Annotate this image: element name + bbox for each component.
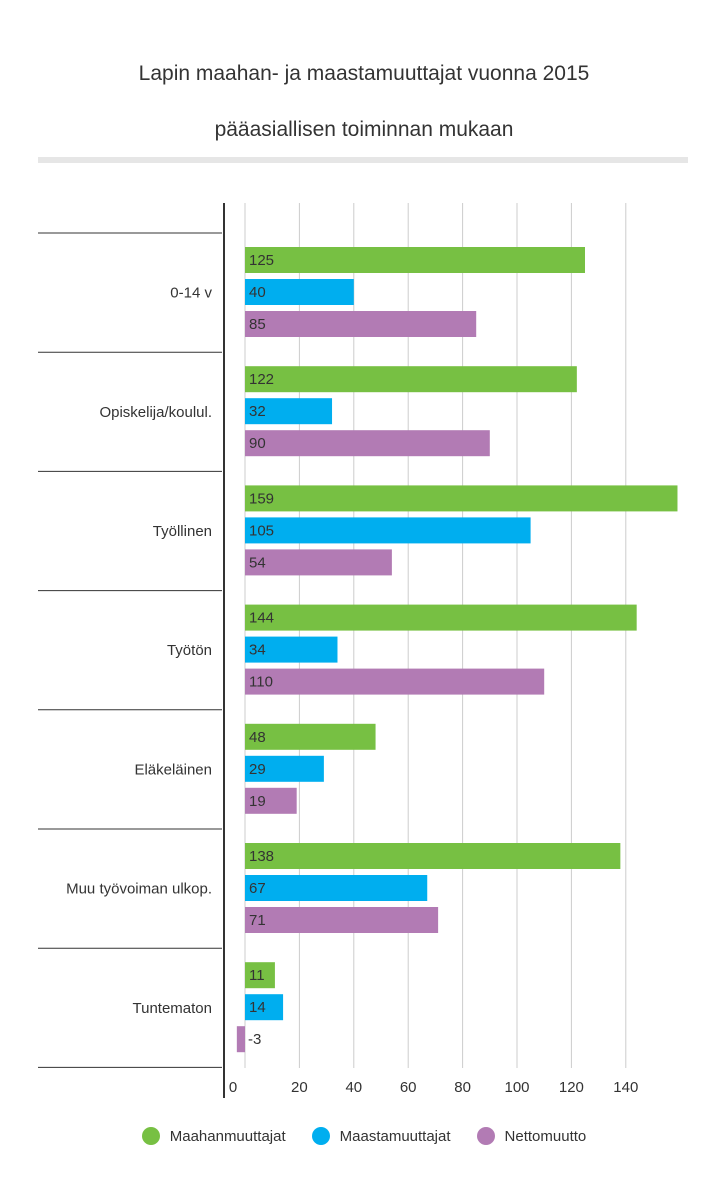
title-divider [38, 157, 688, 163]
x-tick-label: 40 [345, 1079, 362, 1096]
bar-maahanmuuttajat [245, 247, 585, 273]
bar-maastamuuttajat [245, 279, 354, 305]
bar-maastamuuttajat [245, 398, 333, 425]
category-label: Tuntematon [133, 1000, 213, 1017]
legend-swatch-nettomuutto [476, 1127, 495, 1145]
data-label: 40 [249, 284, 266, 301]
data-label: 48 [249, 729, 266, 746]
data-label: 144 [249, 610, 274, 627]
category-label: Työllinen [153, 523, 212, 540]
data-label: 110 [249, 674, 273, 691]
data-label: 71 [249, 912, 266, 929]
data-label: 138 [249, 848, 274, 865]
data-label: 29 [249, 761, 266, 778]
bar-maahanmuuttajat [245, 843, 621, 869]
x-tick-label: 100 [504, 1079, 529, 1096]
bar-maahanmuuttajat [245, 366, 577, 393]
category-label: Työtön [167, 642, 212, 659]
bar-maastamuuttajat [245, 517, 531, 544]
bar-nettomuutto [245, 668, 545, 695]
data-label: -3 [248, 1031, 261, 1048]
bar-maastamuuttajat [245, 875, 428, 901]
data-label: 122 [249, 371, 274, 388]
bar-chart: 0-14 v 125 40 85 Opiskelija/koulul. 122 32 90 Ty… [38, 203, 678, 1098]
x-tick-label: 80 [454, 1079, 471, 1096]
x-tick-label: 140 [613, 1079, 638, 1096]
data-label: 32 [249, 403, 266, 420]
x-tick-label: 60 [400, 1079, 417, 1096]
data-label: 105 [249, 522, 274, 539]
data-label: 90 [249, 435, 266, 452]
bar-maastamuuttajat [245, 755, 324, 782]
legend: Maahanmuuttajat Maastamuuttajat Nettomuu… [0, 1127, 728, 1145]
x-tick-label: 120 [559, 1079, 584, 1096]
bar-maahanmuuttajat [245, 962, 275, 989]
category-label: Opiskelija/koulul. [99, 404, 212, 421]
data-label: 125 [249, 252, 274, 269]
legend-item-nettomuutto: Nettomuutto [476, 1127, 587, 1145]
legend-item-maahanmuuttajat: Maahanmuuttajat [141, 1127, 286, 1145]
bar-nettomuutto [245, 430, 490, 457]
data-label: 67 [249, 880, 266, 897]
legend-swatch-maahanmuuttajat [141, 1127, 160, 1145]
x-tick-label: 20 [291, 1079, 308, 1096]
x-tick-label: 0 [229, 1079, 237, 1096]
chart-title-line-1: Lapin maahan- ja maastamuuttajat vuonna … [138, 62, 590, 85]
data-label: 85 [249, 316, 266, 333]
bar-maahanmuuttajat [245, 485, 678, 512]
legend-label-nettomuutto: Nettomuutto [504, 1127, 587, 1145]
data-label: 19 [249, 793, 266, 810]
legend-swatch-maastamuuttajat [311, 1127, 330, 1145]
bar-nettomuutto [245, 787, 297, 814]
data-label: 54 [249, 554, 266, 571]
category-label: 0-14 v [170, 285, 212, 302]
category-label: Muu työvoiman ulkop. [66, 881, 212, 898]
legend-item-maastamuuttajat: Maastamuuttajat [311, 1127, 451, 1145]
bar-nettomuutto [245, 549, 392, 576]
bar-nettomuutto [245, 907, 439, 933]
legend-label-maastamuuttajat: Maastamuuttajat [339, 1127, 451, 1145]
data-label: 11 [249, 967, 265, 984]
bar-maastamuuttajat [245, 994, 284, 1021]
bar-nettomuutto [236, 1026, 245, 1053]
legend-label-maahanmuuttajat: Maahanmuuttajat [169, 1127, 286, 1145]
data-label: 159 [249, 490, 274, 507]
data-label: 34 [249, 642, 266, 659]
bar-maastamuuttajat [245, 636, 338, 663]
bar-nettomuutto [245, 311, 477, 337]
data-label: 14 [249, 999, 266, 1016]
bar-maahanmuuttajat [245, 604, 637, 631]
category-label: Eläkeläinen [134, 761, 212, 778]
bar-maahanmuuttajat [245, 723, 376, 750]
chart-title-line-2: pääasiallisen toiminnan mukaan [214, 118, 514, 141]
